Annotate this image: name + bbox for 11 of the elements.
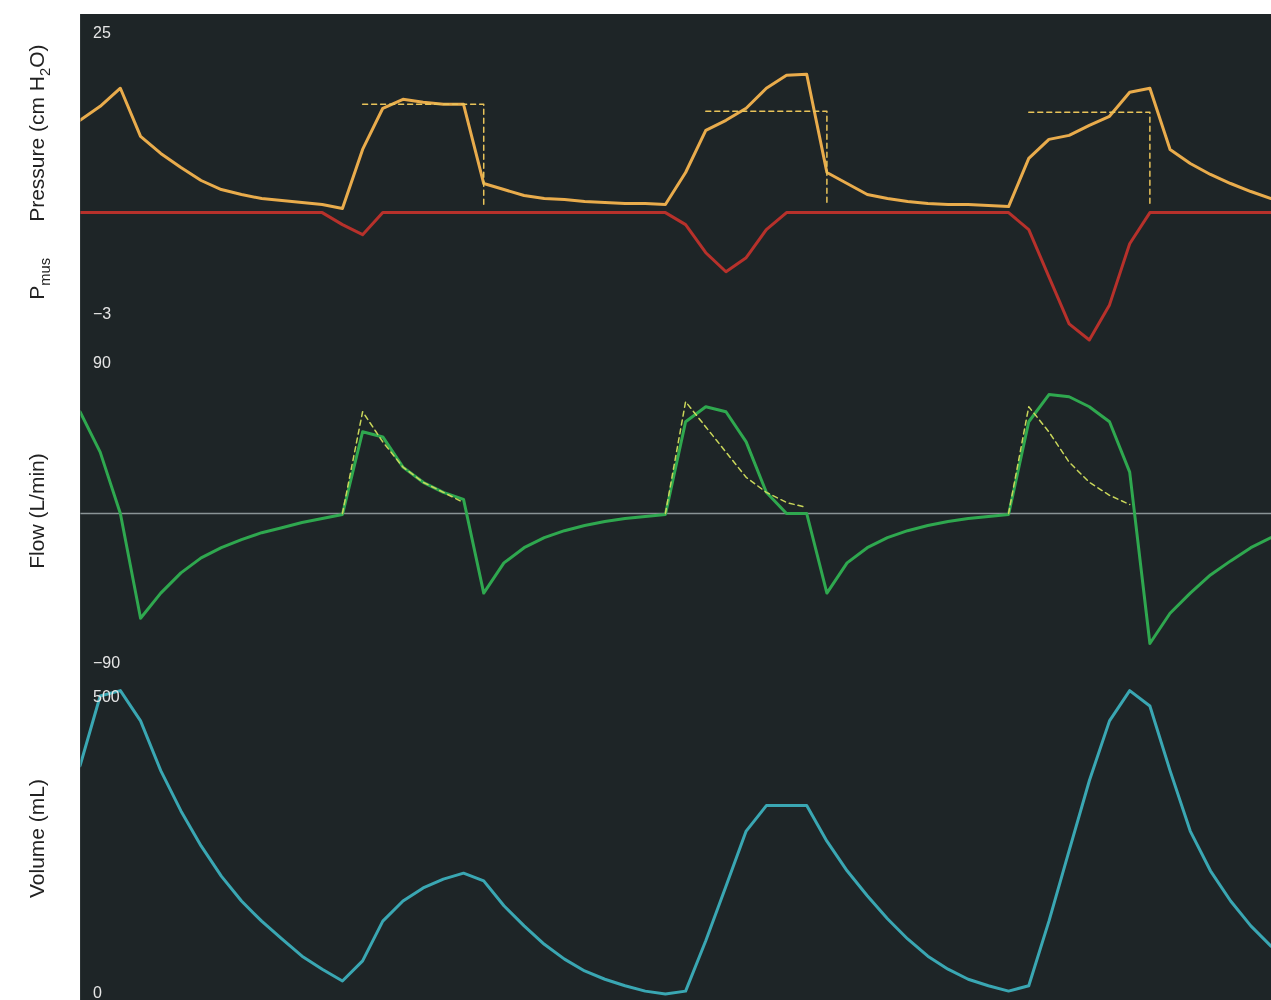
- line-series: [80, 72, 1271, 211]
- y-axis-title: Flow (L/min): [24, 453, 48, 569]
- y-tick-label: 90: [93, 353, 111, 371]
- line-series: [80, 689, 1271, 996]
- y-axis-title: Volume (mL): [24, 778, 48, 899]
- y-tick-label: 0: [93, 984, 102, 1000]
- y-tick-label: 25: [93, 24, 111, 42]
- line-series: [80, 211, 1271, 342]
- y-tick-label: −90: [93, 653, 121, 671]
- line-series: [80, 393, 1271, 645]
- y-tick-label: −3: [93, 305, 112, 323]
